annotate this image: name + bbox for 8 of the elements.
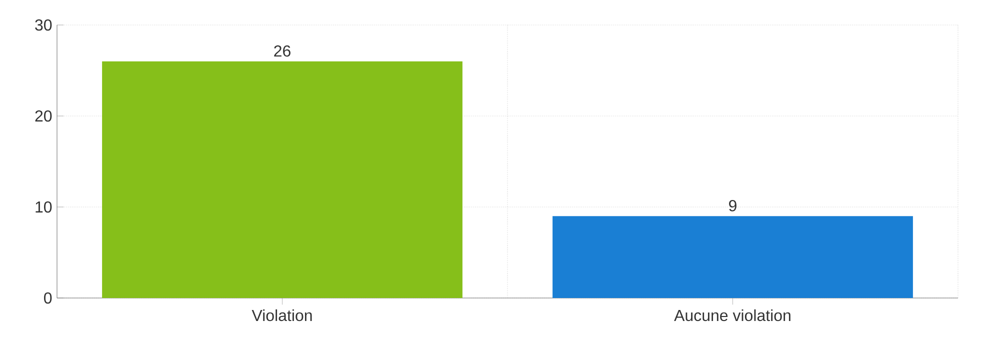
x-tick-label: Aucune violation — [674, 309, 790, 322]
x-tick-label: Violation — [252, 309, 312, 322]
y-tick-label: 10 — [36, 201, 52, 213]
data-label: 26 — [274, 45, 290, 57]
y-tick-label: 20 — [35, 110, 52, 122]
y-tick-label: 30 — [35, 19, 52, 31]
data-label: 9 — [729, 200, 736, 212]
y-tick-label: 0 — [44, 292, 52, 304]
